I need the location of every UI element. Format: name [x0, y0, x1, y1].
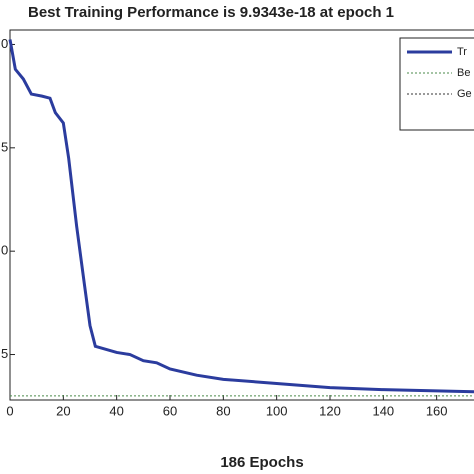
- y-tick-label: 5: [1, 346, 8, 361]
- legend-label: Tr: [457, 46, 467, 58]
- x-axis-label: 186 Epochs: [220, 454, 303, 471]
- plot-frame: [9, 29, 474, 401]
- x-tick-label: 120: [319, 403, 341, 418]
- legend-label: Ge: [457, 88, 472, 100]
- x-tick-label: 60: [163, 403, 177, 418]
- x-tick-label: 20: [56, 403, 70, 418]
- x-tick-label: 0: [6, 403, 13, 418]
- x-tick-label: 80: [216, 403, 230, 418]
- legend-label: Be: [457, 67, 470, 79]
- y-tick-label: 0: [1, 36, 8, 51]
- x-tick-label: 160: [426, 403, 448, 418]
- x-tick-label: 100: [266, 403, 288, 418]
- x-tick-label: 40: [109, 403, 123, 418]
- y-tick-label: 5: [1, 139, 8, 154]
- x-tick-label: 140: [372, 403, 394, 418]
- chart-title: Best Training Performance is 9.9343e-18 …: [28, 4, 394, 21]
- y-tick-label: 0: [1, 243, 8, 258]
- series-line: [8, 39, 474, 394]
